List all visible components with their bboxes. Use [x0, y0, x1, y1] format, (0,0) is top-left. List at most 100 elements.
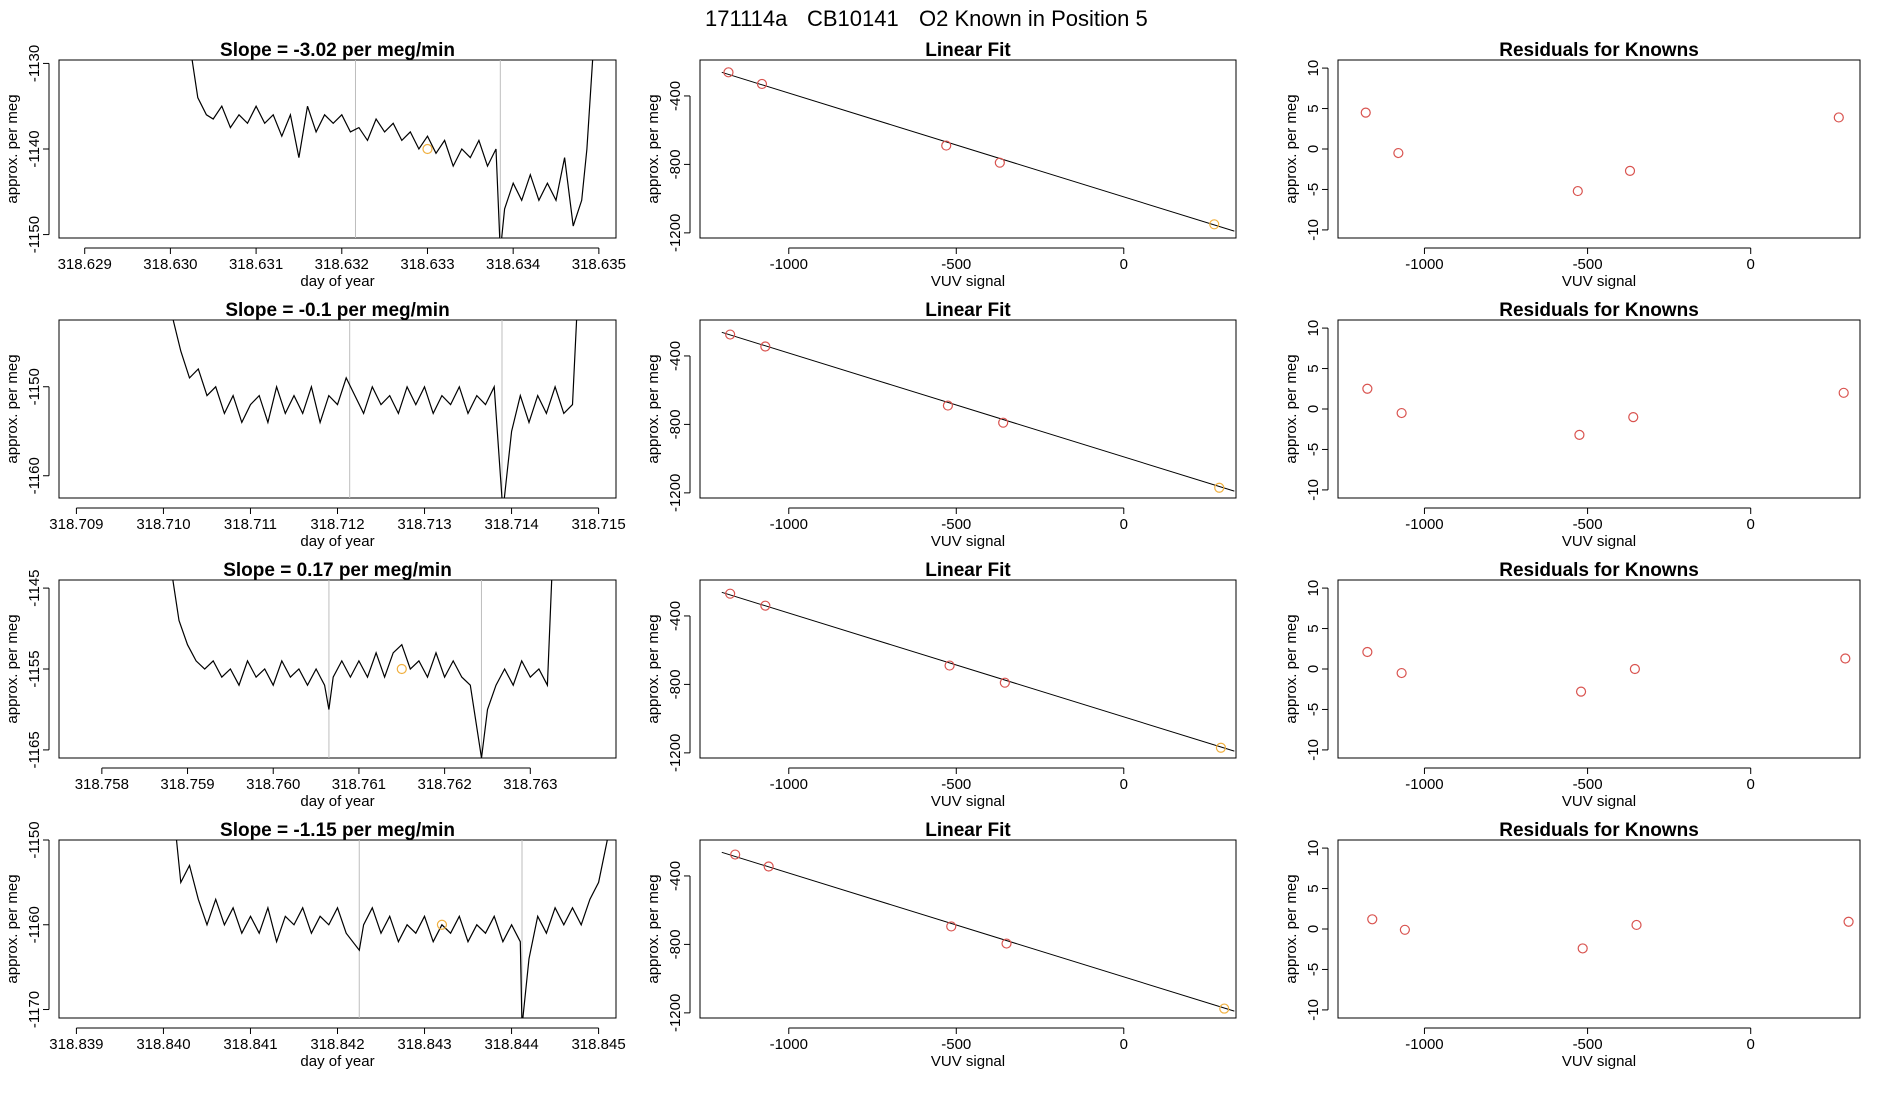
y-axis-label: approx. per meg: [645, 614, 662, 723]
x-tick-label: -500: [1573, 776, 1603, 793]
x-tick-label: 318.758: [75, 776, 129, 793]
data-point: [1209, 219, 1220, 230]
data-point: [1629, 663, 1640, 675]
x-tick-label: -1000: [770, 1036, 808, 1053]
x-tick-label: -500: [1573, 516, 1603, 533]
x-tick-label: 318.630: [143, 256, 197, 273]
x-tick-label: -1000: [770, 256, 808, 273]
plot-area: [721, 588, 1235, 753]
plot-frame: [699, 839, 1237, 1019]
x-tick-label: 0: [1747, 516, 1755, 533]
y-tick-label: -10: [1305, 479, 1322, 501]
x-tick-label: -1000: [770, 516, 808, 533]
y-tick-label: -1160: [26, 906, 43, 943]
y-axis-label: approx. per meg: [1283, 354, 1300, 463]
time-series-panel-row-4: Slope = -1.15 per meg/min 318.839 318.840 3…: [4, 820, 626, 1070]
plot-area: [1362, 646, 1851, 697]
x-tick-label: -1000: [1405, 1036, 1443, 1053]
x-tick-label: 318.633: [400, 256, 454, 273]
linear-fit-panel-row-1: Linear Fit -1000 -500 0 VUV signal -1200 -800 -…: [645, 40, 1237, 290]
x-axis-label: day of year: [300, 1053, 374, 1070]
data-point: [756, 78, 768, 90]
x-axis-label: VUV signal: [1562, 1053, 1636, 1070]
x-tick-label: 318.714: [484, 516, 538, 533]
plot-frame: [1337, 319, 1861, 499]
data-line: [172, 320, 578, 498]
x-tick-label: -500: [941, 256, 971, 273]
data-point: [763, 861, 774, 872]
x-tick-label: -500: [941, 516, 971, 533]
plot-frame: [1337, 59, 1861, 239]
plot-frame: [699, 579, 1237, 759]
panel-title: Slope = 0.17 per meg/min: [223, 560, 452, 581]
plot-area: [1362, 383, 1849, 440]
data-point: [1214, 482, 1225, 493]
data-point: [1215, 742, 1227, 753]
panel-title: Linear Fit: [925, 300, 1011, 321]
data-point: [1838, 387, 1849, 398]
panel-title: Residuals for Knowns: [1499, 300, 1699, 321]
time-series-panel-row-2: Slope = -0.1 per meg/min 318.709 318.710 31…: [4, 300, 626, 550]
linear-fit-panel-row-2: Linear Fit -1000 -500 0 VUV signal -1200 -800 -…: [645, 300, 1237, 550]
plot-area: [721, 67, 1235, 232]
x-tick-label: 318.634: [486, 256, 540, 273]
y-axis-label: approx. per meg: [4, 614, 21, 723]
plot-frame: [58, 579, 617, 759]
y-tick-label: -10: [1305, 219, 1322, 241]
x-tick-label: -500: [1573, 256, 1603, 273]
y-tick-label: -10: [1305, 999, 1322, 1021]
x-tick-label: 318.710: [136, 516, 190, 533]
y-axis-label: approx. per meg: [645, 874, 662, 983]
x-tick-label: 318.761: [332, 776, 386, 793]
plot-area: [175, 840, 608, 1018]
figure-title-run: 171114a: [705, 6, 788, 31]
x-tick-label: -500: [941, 1036, 971, 1053]
y-tick-label: -1160: [26, 457, 43, 494]
y-tick-label: -800: [667, 669, 684, 699]
x-tick-label: 318.844: [484, 1036, 538, 1053]
linear-fit-panel-row-3: Linear Fit -1000 -500 0 VUV signal -1200 -800 -…: [645, 560, 1237, 810]
plot-frame: [1337, 839, 1861, 1019]
data-point: [730, 849, 741, 860]
data-point: [942, 400, 954, 411]
x-axis-label: VUV signal: [1562, 533, 1636, 550]
panel-title: Residuals for Knowns: [1499, 40, 1699, 61]
x-tick-label: 318.845: [571, 1036, 625, 1053]
x-axis-label: VUV signal: [1562, 273, 1636, 290]
residuals-panel-row-4: Residuals for Knowns -1000 -500 0 VUV signal…: [1283, 820, 1861, 1070]
data-point: [1572, 185, 1583, 197]
x-tick-label: 0: [1120, 516, 1128, 533]
mean-marker: [422, 143, 433, 155]
time-series-panel-row-3: Slope = 0.17 per meg/min 318.758 318.759 31…: [4, 560, 617, 810]
data-point: [760, 600, 771, 611]
data-point: [1219, 1003, 1230, 1014]
plot-area: [1360, 107, 1844, 197]
y-tick-label: 5: [1305, 624, 1322, 632]
data-point: [1001, 938, 1012, 949]
x-tick-label: 0: [1120, 256, 1128, 273]
data-line: [175, 840, 608, 1018]
fit-line: [721, 71, 1235, 232]
x-tick-label: 318.843: [397, 1036, 451, 1053]
data-point: [1833, 112, 1844, 123]
x-tick-label: 318.632: [315, 256, 369, 273]
data-point: [994, 157, 1005, 168]
data-point: [1396, 407, 1407, 419]
y-tick-label: -5: [1305, 443, 1322, 456]
x-tick-label: 318.715: [571, 516, 625, 533]
y-tick-label: 10: [1305, 580, 1322, 597]
x-axis-label: VUV signal: [931, 533, 1005, 550]
y-tick-label: -800: [667, 149, 684, 179]
data-line: [172, 580, 553, 758]
x-axis-label: day of year: [300, 793, 374, 810]
y-tick-label: -400: [667, 341, 684, 371]
data-point: [1362, 383, 1373, 394]
y-tick-label: -1145: [26, 569, 43, 606]
plot-area: [721, 329, 1235, 493]
y-tick-label: -1200: [667, 994, 684, 1032]
x-tick-label: -1000: [1405, 256, 1443, 273]
y-axis-label: approx. per meg: [1283, 614, 1300, 723]
plot-area: [1367, 914, 1854, 954]
data-point: [1628, 411, 1639, 423]
x-axis-label: VUV signal: [931, 273, 1005, 290]
